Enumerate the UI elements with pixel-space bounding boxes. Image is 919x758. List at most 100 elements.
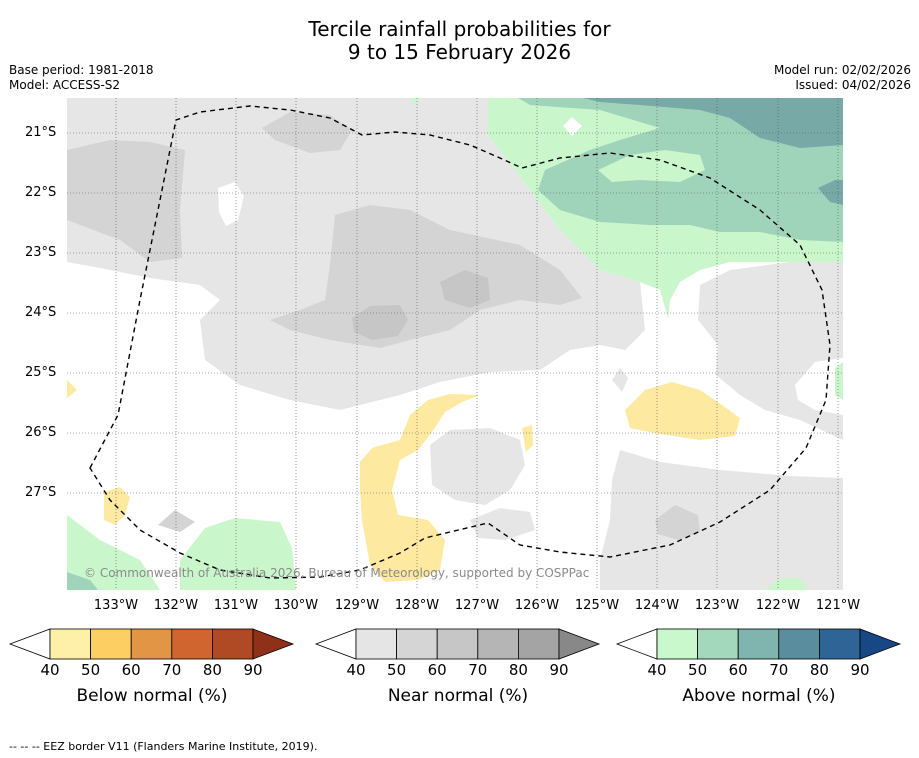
longitude-label: 133°W xyxy=(93,598,139,613)
colorbar-near-label: Near normal (%) xyxy=(387,686,529,706)
above-normal-50 xyxy=(67,572,98,590)
colorbar-segment xyxy=(656,628,698,660)
below-normal-40 xyxy=(522,425,533,452)
above-normal-40 xyxy=(67,515,160,590)
near-normal-mid xyxy=(262,112,352,153)
latitude-label: 26°S xyxy=(25,425,57,440)
gridlines xyxy=(67,98,843,590)
colorbar-extend-low xyxy=(615,628,658,660)
colorbar-tick-label: 50 xyxy=(387,661,407,679)
colorbar-tick-label: 80 xyxy=(508,661,528,679)
eez-legend-note: -- -- -- EEZ border V11 (Flanders Marine… xyxy=(9,740,318,753)
meta-right: Model run: 02/02/2026 Issued: 04/02/2026 xyxy=(774,63,911,93)
colorbar-below xyxy=(8,628,295,660)
colorbar-tick-label: 90 xyxy=(243,661,263,679)
above-normal-40 xyxy=(835,362,843,400)
near-normal-dark xyxy=(352,305,408,340)
colorbar-tick-label: 70 xyxy=(468,661,488,679)
near-normal-region-south xyxy=(600,450,843,590)
colorbars xyxy=(8,628,902,660)
colorbar-tick-label: 50 xyxy=(688,661,708,679)
model-run: Model run: 02/02/2026 xyxy=(773,63,911,77)
colorbar-tick-label: 60 xyxy=(427,661,447,679)
colorbar-tick-label: 40 xyxy=(647,661,667,679)
colorbar-tick-label: 60 xyxy=(728,661,748,679)
colorbar-segment xyxy=(171,628,213,660)
above-normal-60 xyxy=(818,180,843,205)
longitude-label: 123°W xyxy=(694,598,740,613)
chart-title: Tercile rainfall probabilities for 9 to … xyxy=(0,18,919,64)
longitude-label: 130°W xyxy=(273,598,319,613)
near-normal-patch xyxy=(470,508,535,540)
above-normal-40 xyxy=(180,518,296,590)
colorbar-segment xyxy=(90,628,132,660)
longitude-label: 126°W xyxy=(514,598,560,613)
longitude-label: 128°W xyxy=(394,598,440,613)
low-confidence-patch xyxy=(218,182,244,226)
colorbar-segment xyxy=(518,628,560,660)
colorbar-segment xyxy=(211,628,254,660)
colorbar-tick-label: 90 xyxy=(549,661,569,679)
longitude-label: 121°W xyxy=(815,598,861,613)
colorbar-tick-label: 70 xyxy=(162,661,182,679)
longitude-label: 125°W xyxy=(574,598,620,613)
colorbar-tick-label: 40 xyxy=(346,661,366,679)
colorbar-tick-label: 50 xyxy=(81,661,101,679)
colorbar-segment xyxy=(49,628,91,660)
issued-date: Issued: 04/02/2026 xyxy=(795,78,911,92)
above-normal-40 xyxy=(410,98,420,105)
base-period: Base period: 1981-2018 xyxy=(9,63,154,77)
near-normal-mid xyxy=(67,140,185,262)
title-line-2: 9 to 15 February 2026 xyxy=(347,40,572,64)
low-confidence-patch xyxy=(795,358,843,415)
latitude-label: 22°S xyxy=(25,185,57,200)
colorbar-segment xyxy=(436,628,479,660)
longitude-label: 132°W xyxy=(153,598,199,613)
near-normal-dark xyxy=(440,270,490,308)
near-normal-mid xyxy=(655,505,700,540)
near-normal-patch xyxy=(430,428,525,505)
colorbar-tick-label: 60 xyxy=(121,661,141,679)
near-normal-mid xyxy=(158,510,195,532)
colorbar-tick-label: 90 xyxy=(850,661,870,679)
near-normal-mid xyxy=(270,205,582,348)
colorbar-extend-low xyxy=(8,628,51,660)
longitude-label: 124°W xyxy=(634,598,680,613)
colorbar-segment xyxy=(737,628,780,660)
longitude-label: 122°W xyxy=(755,598,801,613)
above-normal-40 xyxy=(598,150,705,182)
below-normal-40 xyxy=(67,380,77,398)
colorbar-segment xyxy=(697,628,739,660)
near-normal-patch xyxy=(612,368,628,392)
colorbar-segment xyxy=(130,628,173,660)
below-normal-40 xyxy=(625,382,740,440)
colorbar-segment xyxy=(477,628,519,660)
colorbar-tick-label: 40 xyxy=(40,661,60,679)
colorbar-extend-high xyxy=(859,628,902,660)
colorbar-extend-low xyxy=(314,628,357,660)
colorbar-tick-label: 80 xyxy=(809,661,829,679)
colorbar-below-label: Below normal (%) xyxy=(76,686,228,706)
longitude-label: 131°W xyxy=(213,598,259,613)
colorbar-tick-label: 80 xyxy=(202,661,222,679)
latitude-label: 25°S xyxy=(25,365,57,380)
colorbar-extend-high xyxy=(558,628,601,660)
below-normal-40 xyxy=(104,487,130,525)
above-normal-40 xyxy=(765,578,808,590)
low-confidence-patch xyxy=(563,117,582,136)
map-fields xyxy=(67,98,843,590)
colorbar-segment xyxy=(778,628,820,660)
colorbar-segment xyxy=(819,628,861,660)
longitude-label: 129°W xyxy=(334,598,380,613)
colorbar-extend-high xyxy=(252,628,295,660)
below-normal-40 xyxy=(360,394,480,582)
latitude-label: 21°S xyxy=(25,125,57,140)
latitude-label: 27°S xyxy=(25,485,57,500)
latitude-label: 23°S xyxy=(25,245,57,260)
meta-left: Base period: 1981-2018 Model: ACCESS-S2 xyxy=(9,63,154,93)
colorbar-near xyxy=(314,628,601,660)
colorbar-segment xyxy=(355,628,397,660)
latitude-label: 24°S xyxy=(25,305,57,320)
colorbar-above-label: Above normal (%) xyxy=(682,686,836,706)
